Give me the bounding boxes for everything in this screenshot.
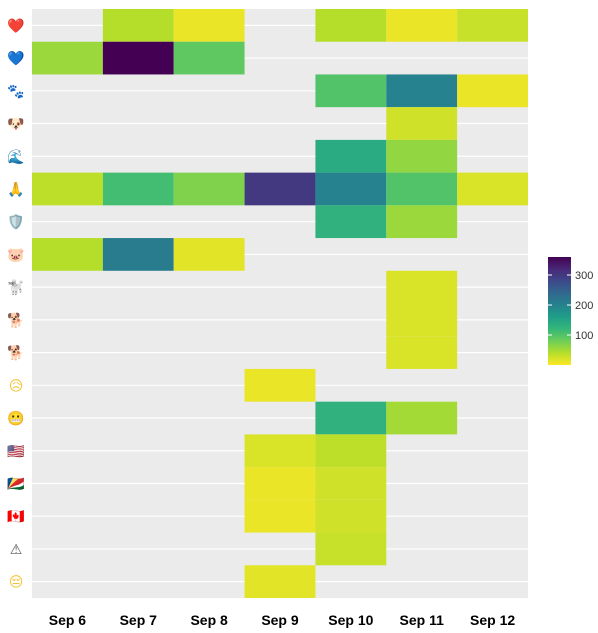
grimacing-face-icon: 😬 — [7, 410, 24, 427]
legend-tick-label: 300 — [575, 270, 593, 282]
heatmap-cell — [386, 205, 458, 239]
heatmap-cell — [102, 41, 174, 75]
canada-flag-icon: 🇨🇦 — [7, 509, 25, 525]
legend-colorbar — [548, 257, 571, 365]
heatmap-cell — [102, 9, 174, 42]
x-tick-label: Sep 11 — [400, 612, 445, 628]
x-tick-label: Sep 6 — [49, 612, 87, 628]
x-tick-label: Sep 12 — [470, 612, 515, 628]
sad-relieved-face-icon: 😥 — [9, 378, 24, 394]
heatmap-cell — [244, 434, 316, 468]
heatmap-cell — [244, 565, 316, 598]
heatmap-cell — [173, 238, 245, 271]
heatmap-cell — [457, 9, 528, 42]
heatmap-cell — [315, 9, 387, 42]
dog-brown-icon: 🐕 — [7, 345, 24, 362]
heatmap-cell — [386, 336, 458, 369]
legend-tick-label: 200 — [575, 300, 593, 312]
heatmap-cell — [386, 172, 458, 206]
heatmap-cell — [315, 205, 387, 239]
x-tick-label: Sep 9 — [261, 612, 299, 628]
heatmap-cell — [386, 139, 458, 173]
x-tick-label: Sep 7 — [120, 612, 158, 628]
water-wave-icon: 🌊 — [7, 148, 24, 165]
heatmap-cell — [386, 74, 458, 108]
heatmap-cell — [315, 74, 387, 108]
heatmap-cell — [315, 172, 387, 206]
heatmap-cell — [315, 434, 387, 468]
heatmap-cell — [102, 172, 174, 206]
dog-icon: 🐕 — [7, 312, 24, 329]
heatmap-cells — [32, 9, 528, 598]
seychelles-flag-icon: 🇸🇨 — [7, 476, 25, 492]
heatmap-cell — [457, 74, 528, 108]
heatmap-cell — [173, 41, 245, 75]
heatmap-cell — [386, 9, 458, 42]
heatmap-cell — [32, 41, 103, 75]
heatmap-cell — [173, 172, 245, 206]
heatmap-cell — [386, 270, 458, 304]
heatmap-cell — [32, 172, 103, 206]
x-axis-labels: Sep 6 Sep 7 Sep 8 Sep 9 Sep 10 Sep 11 Sep 12 — [49, 612, 516, 628]
pig-face-icon: 🐷 — [7, 247, 24, 263]
x-tick-label: Sep 8 — [190, 612, 228, 628]
folded-hands-icon: 🙏 — [7, 181, 24, 198]
heatmap-cell — [315, 499, 387, 533]
poodle-icon: 🐩 — [7, 278, 24, 296]
heatmap-cell — [244, 467, 316, 500]
heatmap-cell — [102, 238, 174, 271]
y-axis-labels: ❤️ 💙 🐾 🐶 🌊 🙏 🛡️ 🐷 🐩 🐕 🐕 😥 😬 🇺🇸 🇸🇨 🇨🇦 ⚠ 😔 — [7, 17, 25, 590]
color-legend: 100 200 300 — [548, 257, 593, 365]
heatmap-cell — [386, 107, 458, 140]
warning-icon: ⚠ — [10, 542, 23, 558]
heatmap-cell — [457, 172, 528, 206]
heatmap-cell — [386, 401, 458, 435]
red-heart-icon: ❤️ — [7, 17, 25, 34]
heatmap-cell — [32, 238, 103, 271]
blue-heart-icon: 💙 — [7, 50, 25, 67]
heatmap-cell — [315, 401, 387, 435]
paw-prints-icon: 🐾 — [7, 84, 24, 100]
shield-icon: 🛡️ — [7, 214, 24, 231]
heatmap-cell — [315, 532, 387, 566]
dog-face-icon: 🐶 — [7, 117, 24, 133]
heatmap-cell — [315, 139, 387, 173]
heatmap-cell — [244, 172, 316, 206]
pensive-face-icon: 😔 — [9, 575, 24, 591]
x-tick-label: Sep 10 — [328, 612, 373, 628]
us-flag-icon: 🇺🇸 — [7, 444, 25, 460]
legend-tick-label: 100 — [575, 330, 593, 342]
heatmap-cell — [315, 467, 387, 500]
heatmap-cell — [244, 499, 316, 533]
heatmap-cell — [173, 9, 245, 42]
heatmap-cell — [386, 303, 458, 337]
heatmap-cell — [244, 368, 316, 402]
